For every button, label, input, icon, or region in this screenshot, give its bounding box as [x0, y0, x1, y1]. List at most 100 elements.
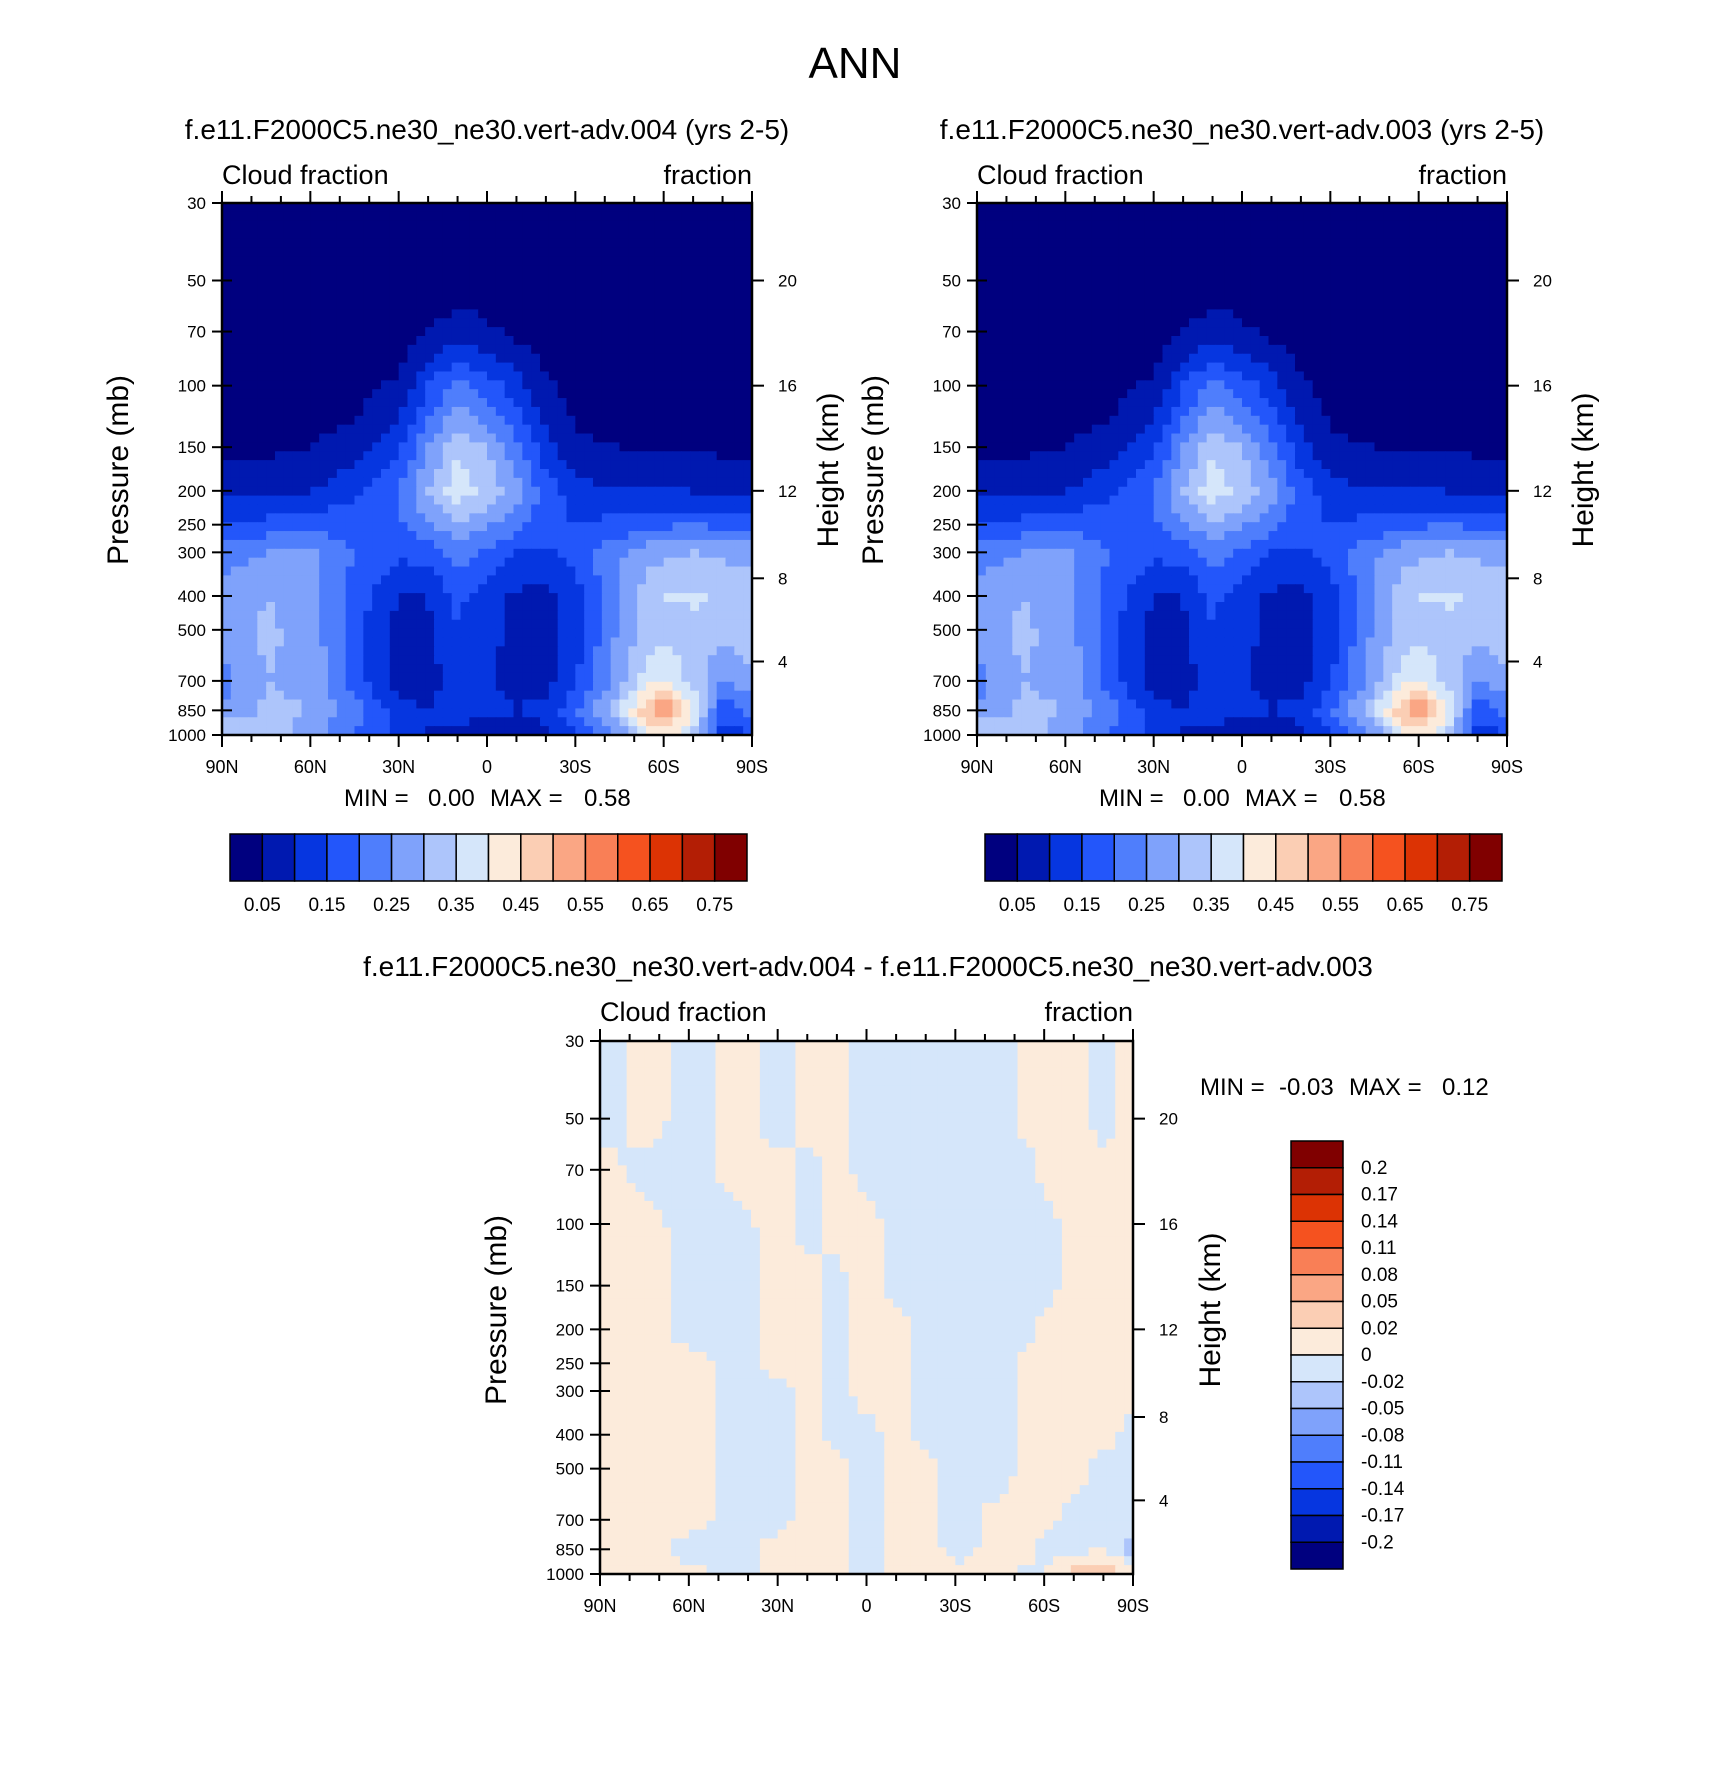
contour-cell [487, 513, 497, 523]
contour-cell [310, 265, 320, 275]
contour-cell [451, 318, 462, 328]
contour-cell [425, 362, 435, 373]
contour-cell [398, 415, 409, 426]
contour-cell [487, 566, 497, 576]
contour-cell [363, 708, 373, 718]
contour-cell [566, 469, 576, 479]
contour-cell [1418, 336, 1429, 346]
contour-cell [478, 637, 488, 647]
contour-cell [699, 681, 709, 692]
contour-cell [487, 380, 497, 390]
contour-cell [548, 469, 559, 479]
contour-cell [681, 238, 691, 248]
contour-cell [310, 442, 320, 452]
contour-cell [601, 602, 612, 612]
contour-cell [266, 610, 276, 621]
contour-cell [266, 424, 276, 435]
contour-cell [363, 566, 373, 576]
contour-cell [1021, 309, 1031, 319]
contour-cell [1330, 203, 1340, 213]
contour-cell [628, 637, 638, 647]
contour-cell [1365, 380, 1376, 390]
contour-cell [522, 610, 532, 621]
contour-cell [398, 327, 409, 337]
contour-cell [451, 282, 462, 293]
contour-cell [1498, 336, 1508, 346]
contour-cell [1224, 380, 1234, 390]
contour-cell [504, 424, 515, 435]
contour-cell [540, 300, 550, 310]
contour-cell [478, 610, 488, 621]
contour-cell [1056, 362, 1066, 373]
contour-cell [460, 664, 470, 674]
contour-cell [434, 522, 444, 532]
contour-cell [469, 708, 479, 718]
contour-cell [354, 548, 364, 559]
contour-cell [1356, 353, 1367, 364]
contour-cell [319, 717, 329, 727]
contour-cell [672, 309, 682, 319]
contour-cell [239, 398, 250, 408]
contour-cell [319, 557, 329, 568]
contour-cell [1189, 247, 1199, 257]
contour-cell [1127, 336, 1137, 346]
contour-cell [557, 726, 568, 736]
contour-cell [275, 398, 285, 408]
contour-cell [1127, 203, 1137, 213]
contour-cell [257, 557, 267, 568]
contour-cell [637, 486, 647, 497]
contour-cell [1003, 265, 1013, 275]
contour-cell [301, 619, 311, 630]
contour-cell [637, 664, 647, 674]
contour-cell [407, 664, 417, 674]
contour-cell [593, 300, 603, 310]
contour-cell [628, 504, 638, 514]
contour-cell [1242, 203, 1252, 213]
contour-cell [1171, 256, 1181, 266]
contour-cell [1286, 380, 1296, 390]
contour-cell [504, 344, 515, 355]
colorbar-label: 0.45 [502, 895, 539, 916]
contour-cell [310, 238, 320, 248]
contour-cell [734, 539, 744, 550]
contour-cell [1356, 336, 1367, 346]
contour-cell [389, 371, 400, 381]
contour-cell [451, 717, 462, 727]
contour-cell [522, 690, 532, 701]
contour-cell [540, 389, 550, 399]
contour-cell [292, 513, 303, 523]
contour-cell [328, 344, 338, 355]
contour-cell [637, 690, 647, 701]
contour-cell [593, 477, 603, 488]
contour-cell [566, 699, 576, 709]
contour-cell [1356, 220, 1367, 231]
contour-cell [434, 557, 444, 568]
contour-cell [663, 548, 674, 559]
contour-cell [557, 602, 568, 612]
contour-cell [1074, 353, 1084, 364]
contour-cell [487, 610, 497, 621]
contour-cell [434, 717, 444, 727]
contour-cell [707, 415, 718, 426]
contour-cell [593, 593, 603, 603]
contour-cell [451, 504, 462, 514]
contour-cell [646, 602, 656, 612]
contour-cell [1303, 291, 1314, 302]
contour-cell [522, 318, 532, 328]
contour-cell [1224, 220, 1234, 231]
contour-cell [1295, 220, 1305, 231]
contour-cell [442, 575, 453, 585]
contour-cell [345, 619, 356, 630]
contour-cell [292, 451, 303, 461]
contour-cell [540, 681, 550, 692]
contour-cell [354, 584, 364, 594]
contour-cell [1136, 300, 1146, 310]
contour-cell [434, 327, 444, 337]
contour-cell [275, 211, 285, 222]
contour-cell [575, 256, 585, 266]
contour-cell [654, 664, 665, 674]
contour-cell [575, 575, 585, 585]
colorbar-swatch [487, 833, 522, 882]
contour-cell [310, 406, 320, 417]
contour-cell [460, 477, 470, 488]
